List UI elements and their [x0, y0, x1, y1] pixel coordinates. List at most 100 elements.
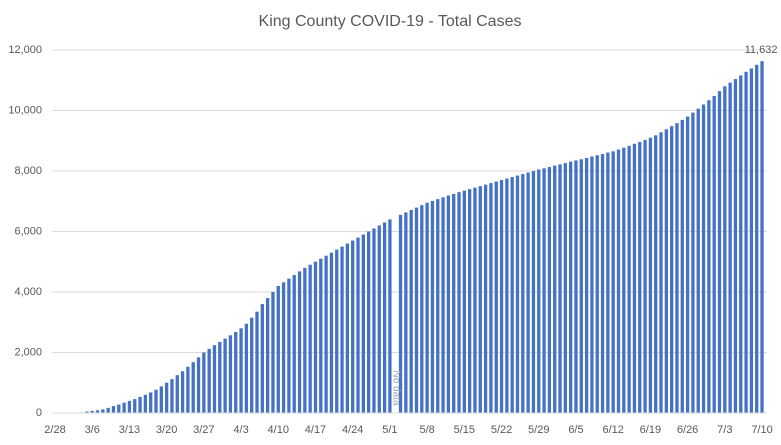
- bar: [723, 86, 727, 414]
- bar: [207, 348, 211, 413]
- bar: [638, 141, 642, 413]
- bar: [218, 341, 222, 413]
- bar: [425, 202, 429, 413]
- bar: [441, 197, 445, 413]
- bar: [329, 252, 334, 413]
- bar: [101, 409, 105, 413]
- y-tick-label: 10,000: [8, 104, 42, 116]
- bar: [345, 243, 350, 413]
- data-label: 11,632: [745, 44, 778, 56]
- bar: [255, 311, 259, 413]
- bar: [117, 404, 121, 413]
- bar: [149, 392, 153, 413]
- bar: [196, 357, 201, 413]
- bar: [632, 143, 637, 413]
- bar: [515, 175, 520, 413]
- bar: [680, 119, 684, 413]
- bar: [223, 338, 227, 413]
- x-tick-label: 4/24: [342, 424, 363, 436]
- bar: [691, 112, 695, 414]
- bar: [499, 180, 504, 413]
- bar: [553, 165, 557, 413]
- bar: [138, 396, 142, 413]
- bar: [473, 187, 477, 413]
- x-tick-label: 5/1: [382, 424, 397, 436]
- bar: [111, 406, 116, 413]
- bar: [542, 168, 546, 413]
- bar: [563, 163, 567, 413]
- y-tick-label: 0: [36, 407, 42, 419]
- bar: [675, 123, 679, 413]
- bar: [281, 282, 286, 413]
- bar: [654, 135, 658, 413]
- bar: [531, 171, 536, 413]
- bar: [244, 323, 249, 413]
- x-tick-label: 4/17: [305, 424, 326, 436]
- bar: [489, 183, 493, 413]
- bar: [212, 345, 217, 413]
- bar: [303, 267, 307, 413]
- y-tick-label: 6,000: [14, 225, 42, 237]
- bar: [707, 100, 711, 413]
- bar: [478, 186, 482, 413]
- x-tick-label: 6/26: [677, 424, 698, 436]
- bar: [712, 95, 716, 413]
- y-tick-label: 2,000: [14, 346, 42, 358]
- bar: [526, 172, 530, 413]
- bar: [340, 246, 344, 413]
- bar: [366, 231, 371, 413]
- bar: [143, 394, 148, 413]
- bar: [186, 366, 190, 413]
- bar: [106, 407, 110, 413]
- bar: [95, 410, 100, 413]
- bar: [404, 212, 408, 413]
- bar: [616, 149, 621, 413]
- bar: [361, 234, 365, 413]
- bar: [574, 160, 578, 413]
- bar: [696, 108, 700, 413]
- x-tick-label: 2/28: [44, 424, 65, 436]
- bar: [388, 219, 392, 413]
- bar: [436, 199, 440, 413]
- bar: [728, 82, 732, 414]
- bar: [324, 255, 328, 413]
- bar: [409, 210, 413, 413]
- bar: [606, 152, 610, 414]
- bar: [558, 164, 562, 413]
- bar: [170, 379, 174, 413]
- bar: [297, 271, 302, 413]
- y-tick-label: 8,000: [14, 165, 42, 177]
- bar: [739, 75, 743, 413]
- bar: [308, 264, 312, 413]
- bar: [547, 167, 552, 413]
- bar: [462, 190, 466, 413]
- bar: [276, 285, 280, 413]
- bar: [584, 157, 589, 413]
- bar: [590, 156, 594, 414]
- bar: [744, 71, 748, 413]
- bar: [664, 129, 668, 413]
- bar: [420, 205, 424, 413]
- bar: [733, 79, 738, 413]
- y-tick-label: 12,000: [8, 44, 42, 56]
- annotation: No data: [391, 370, 402, 405]
- bar: [287, 278, 291, 413]
- bar: [600, 154, 605, 413]
- y-tick-label: 4,000: [14, 286, 42, 298]
- bar: [755, 64, 759, 413]
- bar: [760, 61, 764, 414]
- bar: [191, 362, 195, 413]
- bar: [537, 169, 541, 413]
- x-tick-label: 5/29: [528, 424, 549, 436]
- bar: [648, 137, 653, 413]
- bar: [398, 214, 403, 413]
- bar: [154, 389, 158, 413]
- bar: [234, 331, 238, 413]
- x-tick-label: 6/19: [640, 424, 661, 436]
- bar: [510, 177, 514, 413]
- bar: [659, 132, 663, 413]
- bar: [122, 402, 126, 413]
- bar: [85, 411, 89, 413]
- bar: [483, 184, 488, 413]
